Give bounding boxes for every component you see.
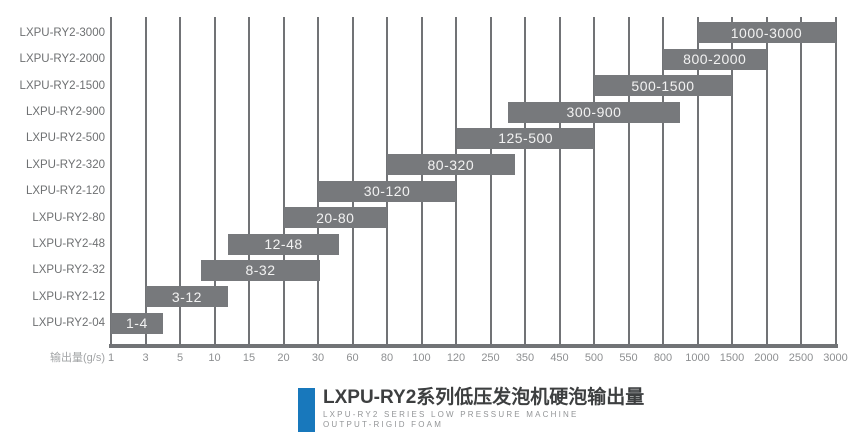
- row-label: LXPU-RY2-320: [25, 158, 105, 171]
- tick-label: 10: [208, 352, 221, 364]
- gridline: [110, 17, 112, 344]
- gridline: [593, 17, 595, 344]
- chart-subtitle-line2: OUTPUT-RIGID FOAM: [323, 420, 444, 429]
- title-block: LXPU-RY2系列低压发泡机硬泡输出量 LXPU-RY2 SERIES LOW…: [298, 386, 644, 432]
- range-bar: 12-48: [228, 233, 339, 255]
- gridline: [524, 17, 526, 344]
- gridline: [627, 17, 630, 344]
- tick-label: 250: [481, 352, 500, 364]
- x-axis-unit-label: 输出量(g/s): [50, 352, 105, 364]
- gridline: [765, 17, 768, 344]
- row-label: LXPU-RY2-1500: [19, 79, 105, 92]
- range-bar: 1-4: [111, 312, 163, 334]
- tick-label: 1: [107, 352, 115, 364]
- tick-label: 350: [515, 352, 535, 364]
- tick-label: 2000: [754, 352, 779, 364]
- gridline: [282, 17, 285, 344]
- gridline: [800, 17, 802, 344]
- tick-label: 120: [446, 352, 466, 364]
- gridline: [317, 17, 319, 344]
- gridline: [386, 17, 388, 344]
- title-texts: LXPU-RY2系列低压发泡机硬泡输出量 LXPU-RY2 SERIES LOW…: [323, 386, 644, 432]
- row-label: LXPU-RY2-3000: [19, 26, 105, 39]
- range-bar: 80-320: [387, 154, 515, 176]
- row-label: LXPU-RY2-80: [32, 211, 105, 224]
- row-label: LXPU-RY2-32: [32, 264, 105, 277]
- range-bar: 3-12: [145, 286, 229, 308]
- gridline: [489, 17, 492, 344]
- tick-label: 1500: [719, 352, 745, 364]
- range-bar: 30-120: [318, 180, 456, 202]
- chart-subtitle-line1: LXPU-RY2 SERIES LOW PRESSURE MACHINE: [323, 410, 579, 419]
- gridline: [420, 17, 423, 344]
- title-accent-bar: [298, 388, 315, 432]
- row-label: LXPU-RY2-500: [25, 132, 105, 145]
- row-label: LXPU-RY2-48: [32, 238, 105, 250]
- gridline: [179, 17, 181, 344]
- range-bar: 20-80: [283, 207, 387, 229]
- range-bar: 1000-3000: [697, 22, 836, 44]
- tick-label: 20: [277, 352, 290, 364]
- tick-label: 100: [412, 352, 431, 364]
- gridline: [455, 17, 457, 344]
- row-label: LXPU-RY2-2000: [19, 53, 105, 66]
- gridline: [558, 17, 561, 344]
- range-bar: 800-2000: [663, 48, 767, 70]
- tick-label: 5: [176, 352, 184, 364]
- tick-label: 3: [142, 352, 149, 364]
- row-label: LXPU-RY2-120: [25, 185, 105, 198]
- tick-label: 3000: [823, 352, 848, 364]
- gridline: [248, 17, 250, 344]
- gridline: [351, 17, 354, 344]
- gridline: [834, 17, 837, 344]
- tick-label: 80: [380, 352, 394, 364]
- gridline: [662, 17, 664, 344]
- row-label: LXPU-RY2-900: [25, 106, 105, 118]
- tick-label: 450: [550, 352, 569, 364]
- range-bar: 500-1500: [594, 75, 732, 97]
- range-bar: 300-900: [507, 101, 681, 123]
- tick-label: 800: [653, 352, 673, 364]
- gridline: [213, 17, 216, 344]
- range-bar: 125-500: [457, 127, 594, 149]
- row-label: LXPU-RY2-12: [32, 290, 105, 303]
- x-axis-line: [108, 344, 838, 348]
- tick-label: 2500: [788, 352, 814, 364]
- tick-label: 60: [346, 352, 359, 364]
- gridline: [144, 17, 147, 344]
- row-label: LXPU-RY2-04: [32, 317, 105, 330]
- gridline: [731, 17, 733, 344]
- gridline: [696, 17, 699, 344]
- tick-label: 550: [619, 352, 638, 364]
- tick-label: 30: [311, 352, 325, 364]
- chart-title: LXPU-RY2系列低压发泡机硬泡输出量: [323, 387, 645, 408]
- tick-label: 1000: [685, 352, 710, 364]
- range-bar: 8-32: [200, 259, 321, 281]
- tick-label: 500: [584, 352, 604, 364]
- tick-label: 15: [242, 352, 256, 364]
